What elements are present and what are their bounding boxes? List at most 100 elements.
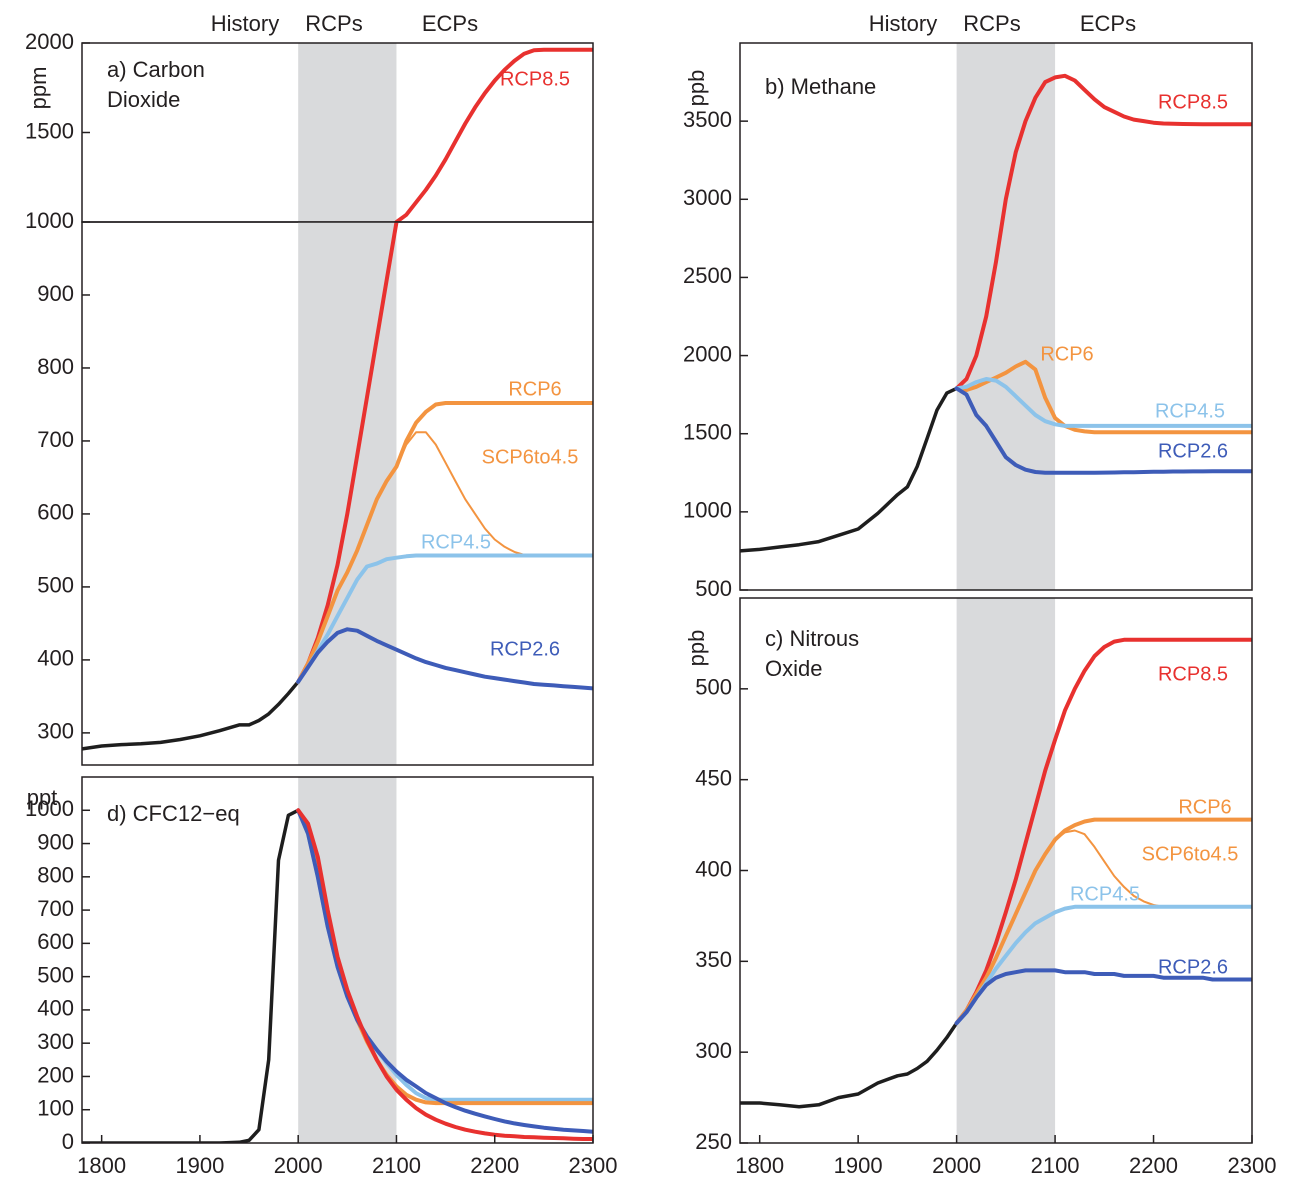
period-label: RCPs [963, 11, 1020, 36]
y-tick-label: 500 [37, 962, 74, 987]
series-line [954, 377, 1252, 428]
series-line [954, 637, 1252, 1026]
y-tick-label: 700 [37, 427, 74, 452]
panel-title: Oxide [765, 656, 822, 681]
shaded-period [298, 777, 397, 1143]
period-label: ECPs [1080, 11, 1136, 36]
panel-title: b) Methane [765, 74, 876, 99]
plot-frame [739, 42, 1253, 591]
series-label: RCP4.5 [1155, 400, 1225, 422]
y-tick-label: 2000 [683, 341, 732, 366]
series-line [954, 73, 1252, 391]
series-line [954, 904, 1252, 1026]
plot-frame [81, 776, 594, 1144]
shaded-period [956, 598, 1056, 1143]
x-tick-label: 2100 [372, 1153, 421, 1178]
series-line [296, 808, 593, 1134]
series-line [296, 627, 593, 691]
series-line [395, 431, 535, 557]
series-line [740, 1021, 959, 1109]
y-tick-label: 100 [37, 1096, 74, 1121]
y-axis-label: ppt [27, 785, 58, 810]
y-tick-label: 2000 [25, 29, 74, 54]
y-tick-label: 300 [695, 1038, 732, 1063]
y-tick-label: 500 [695, 675, 732, 700]
series-label: RCP6 [1178, 796, 1231, 818]
series-label: RCP6 [508, 378, 561, 400]
y-tick-label: 400 [695, 856, 732, 881]
x-tick-label: 2200 [1129, 1153, 1178, 1178]
y-tick-label: 400 [37, 996, 74, 1021]
series-line [82, 808, 300, 1143]
y-tick-label: 400 [37, 646, 74, 671]
x-tick-label: 1900 [175, 1153, 224, 1178]
y-tick-label: 0 [62, 1129, 74, 1154]
y-tick-label: 900 [37, 281, 74, 306]
series-label: RCP8.5 [1158, 663, 1228, 685]
y-tick-label: 200 [37, 1062, 74, 1087]
y-tick-label: 450 [695, 765, 732, 790]
x-tick-label: 2300 [569, 1153, 618, 1178]
panel-title: Dioxide [107, 87, 180, 112]
panel-title: d) CFC12−eq [107, 801, 240, 826]
y-tick-label: 800 [37, 863, 74, 888]
y-tick-label: 3500 [683, 107, 732, 132]
x-tick-label: 1800 [735, 1153, 784, 1178]
series-label: RCP4.5 [421, 531, 491, 553]
series-label: SCP6to4.5 [1142, 843, 1239, 865]
series-label: RCP2.6 [1158, 956, 1228, 978]
y-tick-label: 1000 [25, 796, 74, 821]
series-label: RCP2.6 [490, 638, 560, 660]
period-label: ECPs [422, 11, 478, 36]
shaded-period [956, 43, 1056, 590]
period-label: History [211, 11, 279, 36]
y-tick-label: 250 [695, 1129, 732, 1154]
x-tick-label: 2200 [470, 1153, 519, 1178]
series-label: RCP4.5 [1070, 883, 1140, 905]
y-tick-label: 2500 [683, 263, 732, 288]
x-tick-label: 2000 [932, 1153, 981, 1178]
y-tick-label: 800 [37, 354, 74, 379]
period-label: RCPs [305, 11, 362, 36]
y-tick-label: 600 [37, 500, 74, 525]
series-label: SCP6to4.5 [482, 446, 579, 468]
series-line [394, 47, 593, 222]
plot-frame [81, 221, 594, 766]
series-line [296, 808, 593, 1141]
x-tick-label: 2300 [1228, 1153, 1277, 1178]
y-tick-label: 600 [37, 929, 74, 954]
panel-title: c) Nitrous [765, 626, 859, 651]
y-tick-label: 900 [37, 829, 74, 854]
x-tick-label: 1800 [77, 1153, 126, 1178]
y-tick-label: 1000 [683, 498, 732, 523]
y-tick-label: 350 [695, 947, 732, 972]
series-label: RCP8.5 [500, 68, 570, 90]
series-line [740, 386, 959, 553]
series-label: RCP6 [1040, 343, 1093, 365]
y-tick-label: 1000 [25, 208, 74, 233]
y-tick-label: 500 [695, 576, 732, 601]
series-line [296, 553, 593, 684]
shaded-period [298, 43, 397, 222]
series-line [296, 401, 593, 684]
series-line [954, 386, 1252, 475]
x-tick-label: 1900 [834, 1153, 883, 1178]
y-axis-label: ppm [26, 67, 51, 110]
y-tick-label: 300 [37, 719, 74, 744]
series-line [954, 968, 1252, 1026]
series-line [82, 680, 300, 751]
period-label: History [869, 11, 937, 36]
series-line [954, 817, 1252, 1026]
y-tick-label: 1500 [25, 118, 74, 143]
series-label: RCP2.6 [1158, 440, 1228, 462]
x-tick-label: 2000 [274, 1153, 323, 1178]
x-tick-label: 2100 [1031, 1153, 1080, 1178]
y-axis-label: ppb [684, 630, 709, 667]
y-tick-label: 3000 [683, 185, 732, 210]
y-tick-label: 1500 [683, 420, 732, 445]
series-label: RCP8.5 [1158, 91, 1228, 113]
series-line [954, 359, 1252, 435]
y-axis-label: ppb [684, 70, 709, 107]
